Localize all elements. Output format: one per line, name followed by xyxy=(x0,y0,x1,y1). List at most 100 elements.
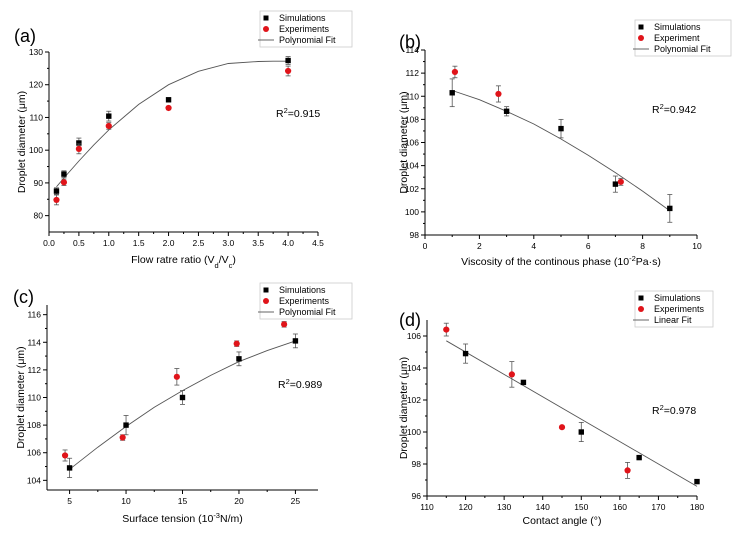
simulation-point xyxy=(66,465,73,471)
experiment-point xyxy=(75,145,82,152)
x-tick-label: 180 xyxy=(690,502,704,512)
experiment-point xyxy=(281,321,288,328)
y-axis-label: Droplet diameter (μm) xyxy=(398,91,410,193)
experiment-point xyxy=(53,196,60,204)
r-squared-annotation: R2=0.915 xyxy=(276,106,320,121)
x-tick-label: 20 xyxy=(234,496,244,506)
x-tick-label: 1.5 xyxy=(133,238,145,248)
x-tick-label: 4.0 xyxy=(282,238,294,248)
x-axis-label: Surface tension (10-3N/m) xyxy=(122,511,242,526)
legend-experiments-marker xyxy=(263,26,269,32)
experiment-point xyxy=(173,373,180,380)
experiment-point xyxy=(495,90,502,98)
simulation-point xyxy=(53,188,60,194)
experiment-point xyxy=(617,178,624,185)
panel-label: (d) xyxy=(399,310,421,330)
legend-label: Polynomial Fit xyxy=(279,307,336,317)
simulation-point xyxy=(612,181,619,187)
fit-line xyxy=(446,340,698,487)
y-axis-label: Droplet diameter (μm) xyxy=(16,91,28,193)
x-tick-label: 8 xyxy=(640,241,645,251)
simulation-point xyxy=(165,97,172,103)
legend-simulations-marker xyxy=(263,15,269,21)
simulation-point xyxy=(123,422,129,428)
simulation-point xyxy=(76,140,82,146)
r-squared-annotation: R2=0.978 xyxy=(652,403,696,418)
x-tick-label: 0 xyxy=(423,241,428,251)
x-tick-label: 120 xyxy=(458,502,472,512)
legend-simulations-marker xyxy=(638,295,644,301)
simulation-point xyxy=(667,205,673,212)
legend-box xyxy=(634,290,714,328)
x-tick-label: 170 xyxy=(651,502,665,512)
y-tick-label: 108 xyxy=(405,114,419,124)
experiment-point xyxy=(60,179,68,186)
panel-label: (b) xyxy=(399,32,421,52)
x-tick-label: 2.0 xyxy=(163,238,175,248)
y-tick-label: 102 xyxy=(405,184,419,194)
x-axis-label: Contact angle (°) xyxy=(523,515,602,527)
x-tick-label: 110 xyxy=(420,502,434,512)
experiment-point xyxy=(451,68,459,76)
panel-label: (c) xyxy=(13,287,34,307)
legend-label: Polynomial Fit xyxy=(279,35,336,45)
legend-experiments-marker xyxy=(638,306,644,312)
legend-label: Simulations xyxy=(654,22,701,32)
legend-label: Polynomial Fit xyxy=(654,44,711,54)
legend-experiments-marker xyxy=(638,35,644,41)
y-tick-label: 112 xyxy=(405,68,419,78)
y-tick-label: 104 xyxy=(407,363,421,373)
y-tick-label: 130 xyxy=(29,47,43,57)
y-tick-label: 114 xyxy=(27,337,41,347)
simulation-point xyxy=(179,394,186,401)
y-tick-label: 112 xyxy=(27,365,41,375)
legend-label: Experiment xyxy=(654,33,700,43)
chart-panel-d: 110 120 130 140 150 160 170 180 96 98 100 102 104 106… xyxy=(398,290,714,527)
x-tick-label: 25 xyxy=(291,496,301,506)
y-tick-label: 108 xyxy=(27,420,41,430)
y-tick-label: 116 xyxy=(27,310,41,320)
y-tick-label: 96 xyxy=(412,491,422,501)
legend-label: Linear Fit xyxy=(654,315,692,325)
legend-label: Experiments xyxy=(279,24,330,34)
fit-line xyxy=(452,90,671,212)
chart-panel-a: 0.0 0.5 1.0 1.5 2.0 2.5 3.0 3.5 4.0 4.5 80 90 100 110… xyxy=(14,10,353,270)
y-tick-label: 104 xyxy=(27,475,41,485)
legend-label: Simulations xyxy=(279,285,326,295)
simulation-point xyxy=(285,57,291,64)
x-tick-label: 6 xyxy=(586,241,591,251)
legend-simulations-marker xyxy=(638,24,644,30)
legend-label: Experiments xyxy=(279,296,330,306)
simulation-point xyxy=(520,379,527,386)
y-tick-label: 120 xyxy=(29,80,43,90)
r-squared-annotation: R2=0.942 xyxy=(652,102,696,117)
x-tick-label: 130 xyxy=(497,502,511,512)
experiment-point xyxy=(105,122,112,130)
y-tick-label: 98 xyxy=(412,459,422,469)
y-tick-label: 114 xyxy=(405,45,419,55)
y-tick-label: 110 xyxy=(27,393,41,403)
legend-box xyxy=(259,10,353,48)
y-tick-label: 110 xyxy=(29,112,43,122)
panel-label: (a) xyxy=(14,26,36,46)
y-tick-label: 106 xyxy=(405,138,419,148)
simulation-point xyxy=(578,429,584,435)
y-tick-label: 100 xyxy=(405,207,419,217)
x-tick-label: 160 xyxy=(613,502,627,512)
fit-line xyxy=(56,60,289,188)
y-tick-label: 90 xyxy=(34,178,44,188)
experiment-point xyxy=(558,424,566,431)
chart-panel-c: 5 10 15 20 25 104 106 108 110 112 114 116 (c) Surface… xyxy=(13,282,353,526)
x-axis-label: Viscosity of the continous phase (10-2Pa… xyxy=(461,254,661,269)
chart-panel-b: 0 2 4 6 8 10 98 100 102 104 106 108 110 112 114(b) Visc… xyxy=(398,19,732,269)
legend-label: Simulations xyxy=(279,13,326,23)
y-axis-label: Droplet diameter (μm) xyxy=(398,357,410,459)
x-tick-label: 150 xyxy=(574,502,588,512)
y-axis-label: Droplet diameter (μm) xyxy=(15,346,27,448)
y-tick-label: 100 xyxy=(29,145,43,155)
experiment-point xyxy=(61,452,69,459)
x-tick-label: 2.5 xyxy=(193,238,205,248)
legend-box xyxy=(259,282,353,320)
